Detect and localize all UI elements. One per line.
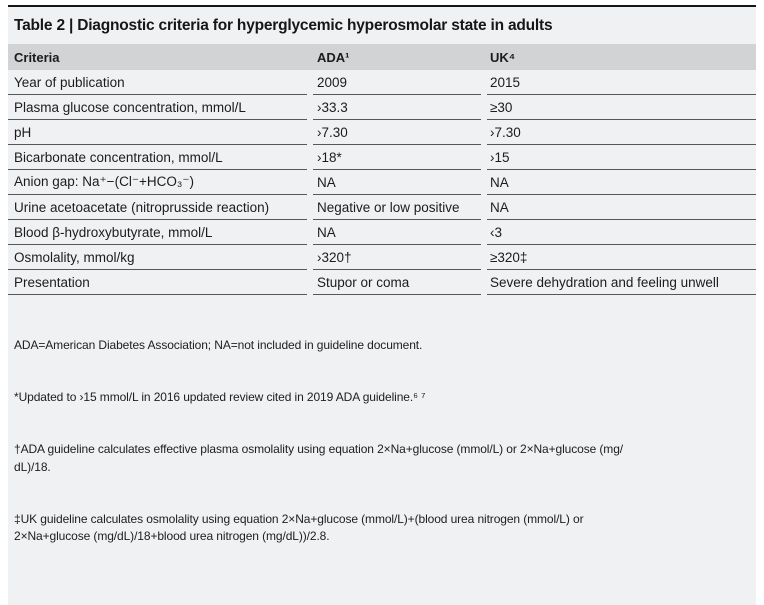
cell-uk: NA [487,170,756,195]
cell-ada: ›320† [313,245,481,270]
table-row: Anion gap: Na⁺−(Cl⁻+HCO₃⁻) NA NA [8,170,756,195]
footnote-double-dagger: ‡UK guideline calculates osmolality usin… [14,511,584,544]
cell-ada: Stupor or coma [313,270,481,295]
cell-criteria: pH [8,120,307,145]
cell-criteria: Presentation [8,270,307,295]
cell-uk: ›15 [487,145,756,170]
cell-ada: 2009 [313,70,481,95]
cell-criteria: Osmolality, mmol/kg [8,245,307,270]
cell-ada: ›7.30 [313,120,481,145]
table-card: Table 2 | Diagnostic criteria for hyperg… [8,7,756,605]
cell-ada: ›33.3 [313,95,481,120]
cell-uk: NA [487,195,756,220]
cell-criteria: Urine acetoacetate (nitroprusside reacti… [8,195,307,220]
table-row: pH ›7.30 ›7.30 [8,120,756,145]
cell-ada: Negative or low positive [313,195,481,220]
cell-uk: ≥320‡ [487,245,756,270]
cell-criteria: Bicarbonate concentration, mmol/L [8,145,307,170]
column-header-criteria: Criteria [14,49,60,65]
cell-ada: NA [313,220,481,245]
cell-uk: ≥30 [487,95,756,120]
cell-criteria: Blood β-hydroxybutyrate, mmol/L [8,220,307,245]
table-footnotes: ADA=American Diabetes Association; NA=no… [8,295,756,581]
table-top-rule [8,5,756,7]
cell-criteria: Plasma glucose concentration, mmol/L [8,95,307,120]
footnote-abbreviations: ADA=American Diabetes Association; NA=no… [14,337,423,352]
cell-ada: ›18* [313,145,481,170]
cell-criteria: Year of publication [8,70,307,95]
table-row: Year of publication 2009 2015 [8,70,756,95]
cell-uk: ‹3 [487,220,756,245]
cell-uk: 2015 [487,70,756,95]
table-row: Bicarbonate concentration, mmol/L ›18* ›… [8,145,756,170]
table-row: Blood β-hydroxybutyrate, mmol/L NA ‹3 [8,220,756,245]
table-row: Plasma glucose concentration, mmol/L ›33… [8,95,756,120]
table-row: Urine acetoacetate (nitroprusside reacti… [8,195,756,220]
cell-uk: ›7.30 [487,120,756,145]
cell-ada: NA [313,170,481,195]
footnote-dagger: †ADA guideline calculates effective plas… [14,442,624,474]
column-header-uk: UK⁴ [490,49,516,65]
table-header-row: Criteria ADA¹ UK⁴ [8,44,756,70]
table-row: Osmolality, mmol/kg ›320† ≥320‡ [8,245,756,270]
table-row: Presentation Stupor or coma Severe dehyd… [8,270,756,295]
footnote-asterisk: *Updated to ›15 mmol/L in 2016 updated r… [14,390,426,405]
column-header-ada: ADA¹ [317,49,350,65]
table-title: Table 2 | Diagnostic criteria for hyperg… [14,17,553,34]
cell-criteria: Anion gap: Na⁺−(Cl⁻+HCO₃⁻) [8,170,307,195]
cell-uk: Severe dehydration and feeling unwell [487,270,756,295]
